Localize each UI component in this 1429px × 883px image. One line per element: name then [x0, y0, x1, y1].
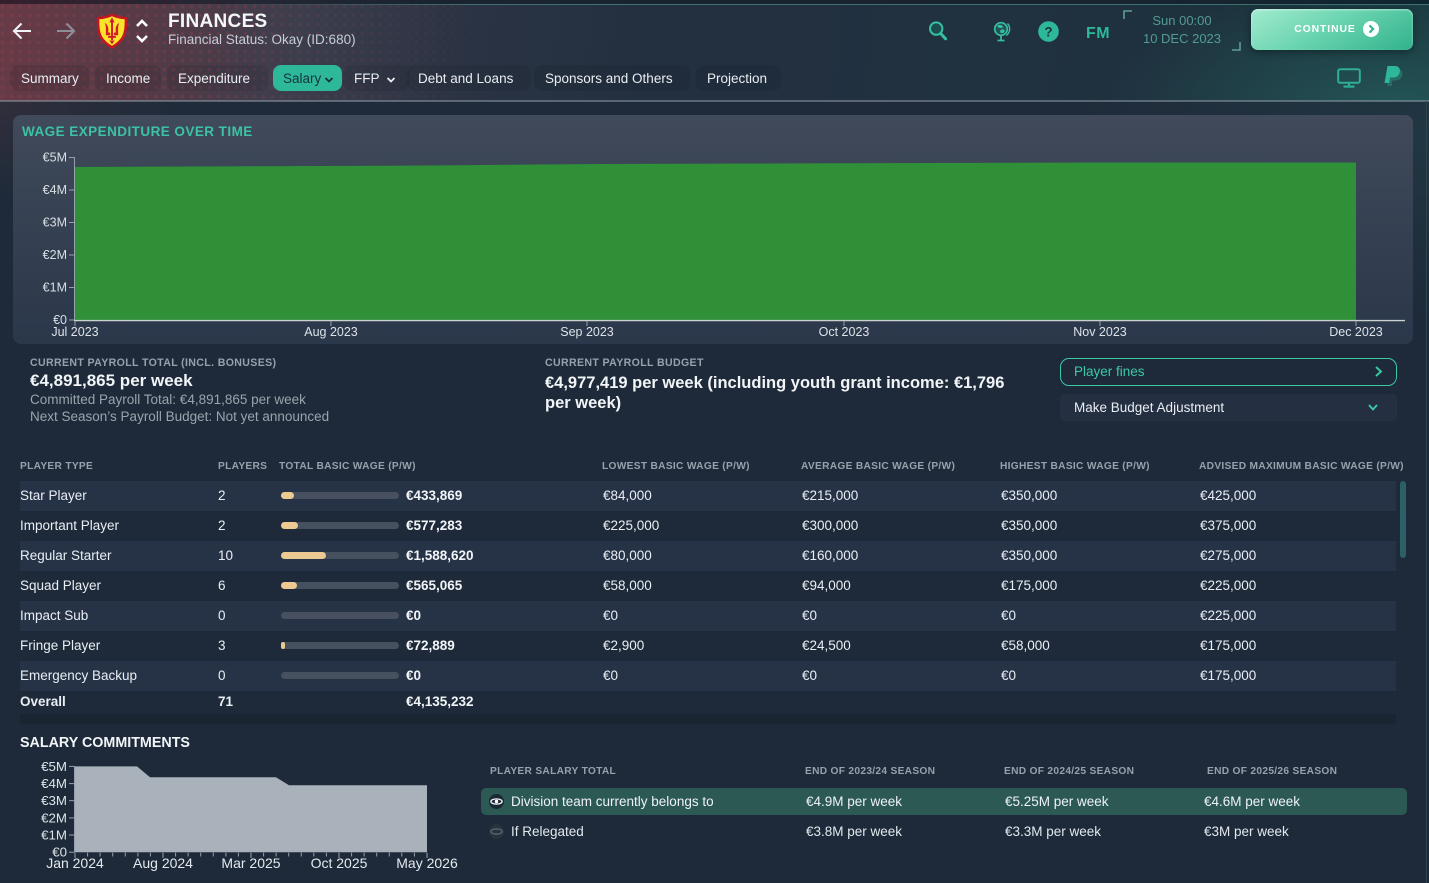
svg-text:€4M: €4M — [41, 776, 67, 791]
svg-text:Sep 2023: Sep 2023 — [560, 325, 614, 339]
svg-text:Dec 2023: Dec 2023 — [1329, 325, 1383, 339]
svg-text:€5M: €5M — [43, 151, 67, 165]
svg-text:€0: €0 — [53, 313, 67, 327]
svg-text:€5M: €5M — [41, 759, 67, 774]
svg-text:€2M: €2M — [41, 810, 67, 825]
svg-text:€1M: €1M — [43, 281, 67, 295]
svg-text:Jan 2024: Jan 2024 — [46, 855, 104, 871]
svg-text:Oct 2025: Oct 2025 — [311, 855, 368, 871]
svg-text:Mar 2025: Mar 2025 — [221, 855, 280, 871]
svg-text:May 2026: May 2026 — [396, 855, 458, 871]
svg-text:€0: €0 — [52, 845, 67, 860]
svg-text:?: ? — [1044, 24, 1052, 39]
svg-text:Aug 2023: Aug 2023 — [304, 325, 358, 339]
svg-text:€3M: €3M — [43, 216, 67, 230]
svg-text:Aug 2024: Aug 2024 — [133, 855, 193, 871]
svg-text:Nov 2023: Nov 2023 — [1073, 325, 1127, 339]
svg-text:Jul 2023: Jul 2023 — [51, 325, 98, 339]
svg-text:€1M: €1M — [41, 827, 67, 842]
svg-text:Oct 2023: Oct 2023 — [819, 325, 870, 339]
svg-text:€4M: €4M — [43, 183, 67, 197]
svg-text:€2M: €2M — [43, 248, 67, 262]
svg-text:€3M: €3M — [41, 793, 67, 808]
